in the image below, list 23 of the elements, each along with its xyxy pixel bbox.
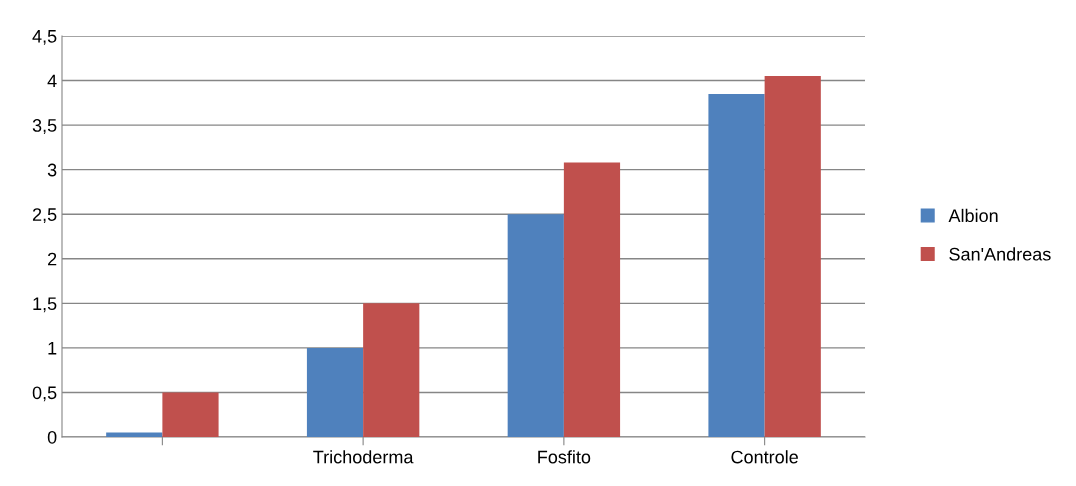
legend-label: Albion — [948, 208, 998, 223]
y-tick-label: 4,5 — [32, 30, 57, 45]
y-tick-label: 1,5 — [33, 297, 57, 313]
y-tick-label: 3,5 — [32, 119, 57, 134]
bar — [106, 432, 163, 437]
y-tick-label: 2 — [48, 252, 57, 266]
y-tick-label: 0,5 — [32, 386, 57, 402]
x-tick-label: Trichoderma — [313, 450, 414, 464]
bar — [708, 93, 765, 437]
bar — [563, 162, 621, 437]
y-tick-label: 0 — [47, 430, 57, 444]
y-tick-label: 4 — [47, 74, 57, 88]
y-tick-label: 3 — [47, 163, 57, 177]
bar — [764, 76, 821, 437]
bar — [507, 214, 564, 437]
bar — [162, 392, 219, 437]
x-tick-label: Fosfito — [538, 450, 591, 464]
bar — [306, 347, 364, 437]
bar — [363, 303, 420, 437]
y-tick-label: 1 — [48, 342, 57, 355]
x-tick-label: Controle — [731, 450, 798, 464]
legend-label: San'Andreas — [949, 247, 1051, 261]
y-tick-label: 2,5 — [32, 208, 57, 224]
